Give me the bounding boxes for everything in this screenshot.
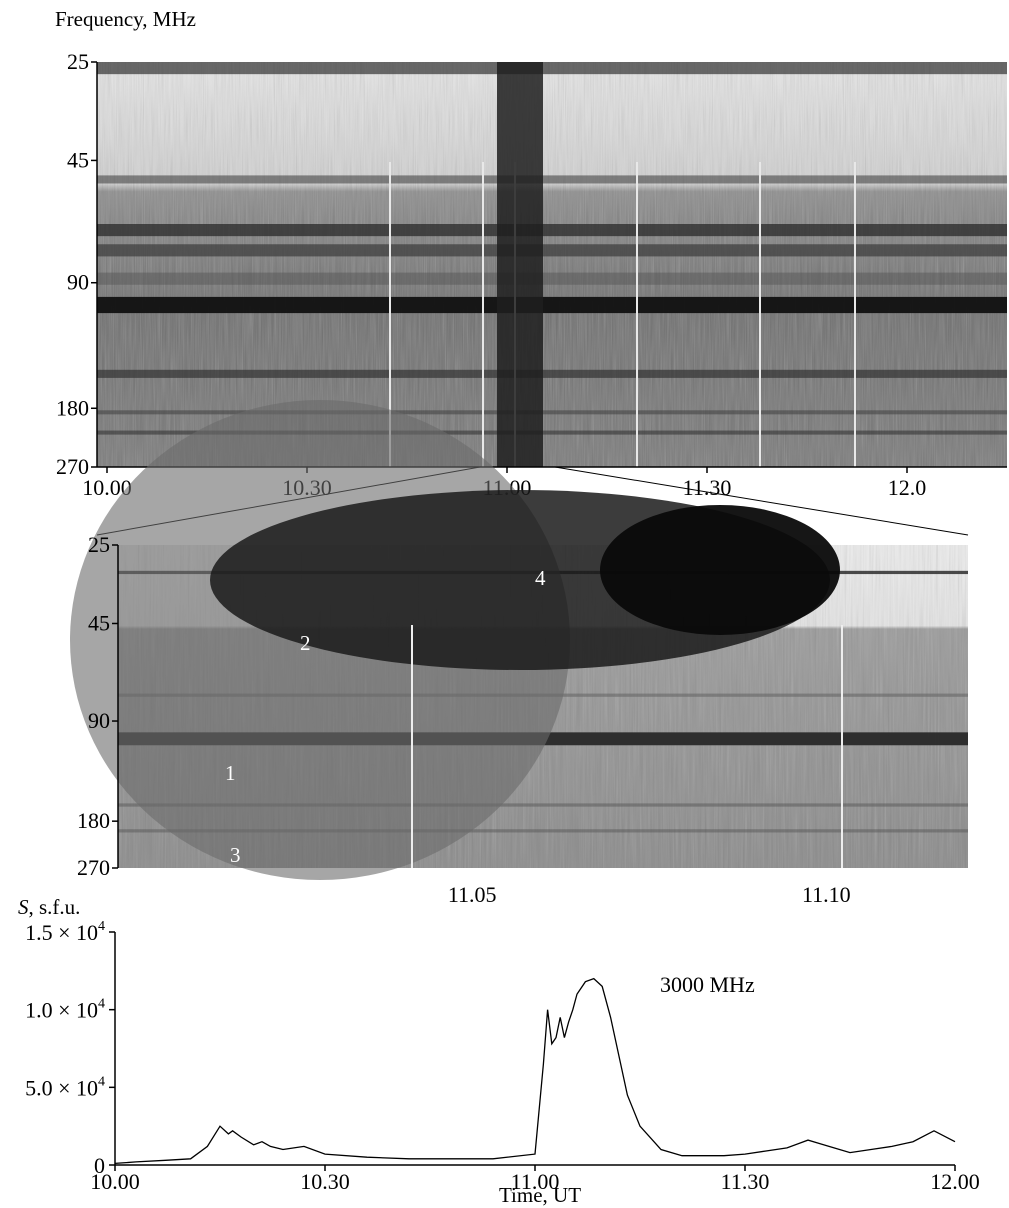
top-band-3	[97, 244, 1007, 257]
mid-burst-region-2	[600, 505, 840, 635]
top-spectrum-bands	[97, 62, 1007, 467]
bottom-ylabel-unit: , s.f.u.	[29, 895, 81, 919]
burst-label-2: 2	[300, 631, 311, 655]
bottom-ytick-exponent-2: 4	[98, 997, 105, 1012]
series-annotation: 3000 MHz	[660, 972, 755, 997]
bottom-ytick-label-2: 1.0 × 104	[25, 997, 105, 1023]
burst-label-1: 1	[225, 761, 236, 785]
top-band-8	[97, 430, 1007, 435]
bottom-ytick-label-3: 1.5 × 104	[25, 919, 105, 945]
burst-label-4: 4	[535, 566, 546, 590]
mid-ytick-label-4: 270	[77, 855, 110, 880]
top-ytick-label-1: 45	[67, 147, 89, 172]
top-band-0	[97, 62, 1007, 75]
top-xtick-label-4: 12.0	[888, 475, 927, 500]
top-ytick-label-3: 180	[56, 395, 89, 420]
top-band-7	[97, 410, 1007, 415]
mid-ytick-label-1: 45	[88, 610, 110, 635]
bottom-flux-panel: S, s.f.u. 0 5.0 × 104 1.0 × 104 1.5 × 104 10…	[18, 895, 980, 1207]
middle-axis-ticks: 25 45 90 180 270 11.05 11.10	[77, 532, 851, 907]
bottom-axis-ticks: 0 5.0 × 104 1.0 × 104 1.5 × 104 10.00 10.30 11…	[25, 919, 980, 1194]
top-band-4	[97, 272, 1007, 285]
bottom-xtick-label-4: 12.00	[930, 1169, 980, 1194]
bottom-xtick-label-1: 10.30	[300, 1169, 350, 1194]
bottom-xtick-label-2: 11.00	[511, 1169, 560, 1194]
burst-label-3: 3	[230, 843, 241, 867]
mid-ytick-label-2: 90	[88, 708, 110, 733]
top-ylabel: Frequency, MHz	[55, 7, 196, 31]
top-spectrum-noise	[97, 62, 1007, 467]
bottom-flux-series	[114, 977, 956, 1165]
top-ytick-label-0: 25	[67, 49, 89, 74]
zoom-connector-right	[554, 466, 969, 536]
mid-band-3	[118, 803, 968, 807]
top-spectrum-panel: Frequency, MHz 25459018027010.0010.3011.…	[55, 7, 1007, 536]
bottom-ytick-label-0: 0	[94, 1153, 105, 1178]
top-band-1	[97, 175, 1007, 184]
top-ytick-label-2: 90	[67, 270, 89, 295]
mid-xtick-label-0: 11.05	[448, 882, 497, 907]
bottom-ylabel-symbol: S	[18, 895, 29, 919]
top-ytick-label-4: 270	[56, 454, 89, 479]
bottom-ylabel: S, s.f.u.	[18, 895, 80, 919]
bottom-xtick-label-0: 10.00	[90, 1169, 140, 1194]
top-xtick-label-3: 11.30	[683, 475, 732, 500]
mid-ytick-label-0: 25	[88, 532, 110, 557]
flux-line-3000mhz	[114, 977, 956, 1165]
bottom-xlabel: Time, UT	[499, 1183, 581, 1207]
bottom-ytick-label-1: 5.0 × 104	[25, 1074, 105, 1100]
middle-spectrum-panel: 25 45 90 180 270 11.05 11.10 1 2 3 4	[70, 400, 968, 907]
top-band-5	[97, 296, 1007, 314]
top-burst-column	[497, 62, 543, 467]
mid-ytick-label-3: 180	[77, 808, 110, 833]
middle-burst-labels: 1 2 3 4	[225, 566, 546, 867]
top-band-6	[97, 369, 1007, 378]
top-band-2	[97, 224, 1007, 237]
mid-band-4	[118, 829, 968, 833]
bottom-ytick-exponent-1: 4	[98, 1074, 105, 1089]
mid-xtick-label-1: 11.10	[802, 882, 851, 907]
bottom-xtick-label-3: 11.30	[721, 1169, 770, 1194]
bottom-ytick-exponent-3: 4	[98, 919, 105, 934]
middle-spectrum-bands	[70, 400, 968, 880]
